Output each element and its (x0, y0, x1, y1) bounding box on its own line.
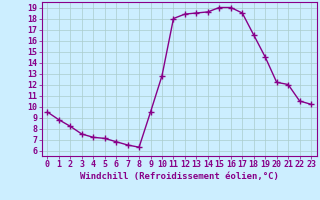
X-axis label: Windchill (Refroidissement éolien,°C): Windchill (Refroidissement éolien,°C) (80, 172, 279, 181)
